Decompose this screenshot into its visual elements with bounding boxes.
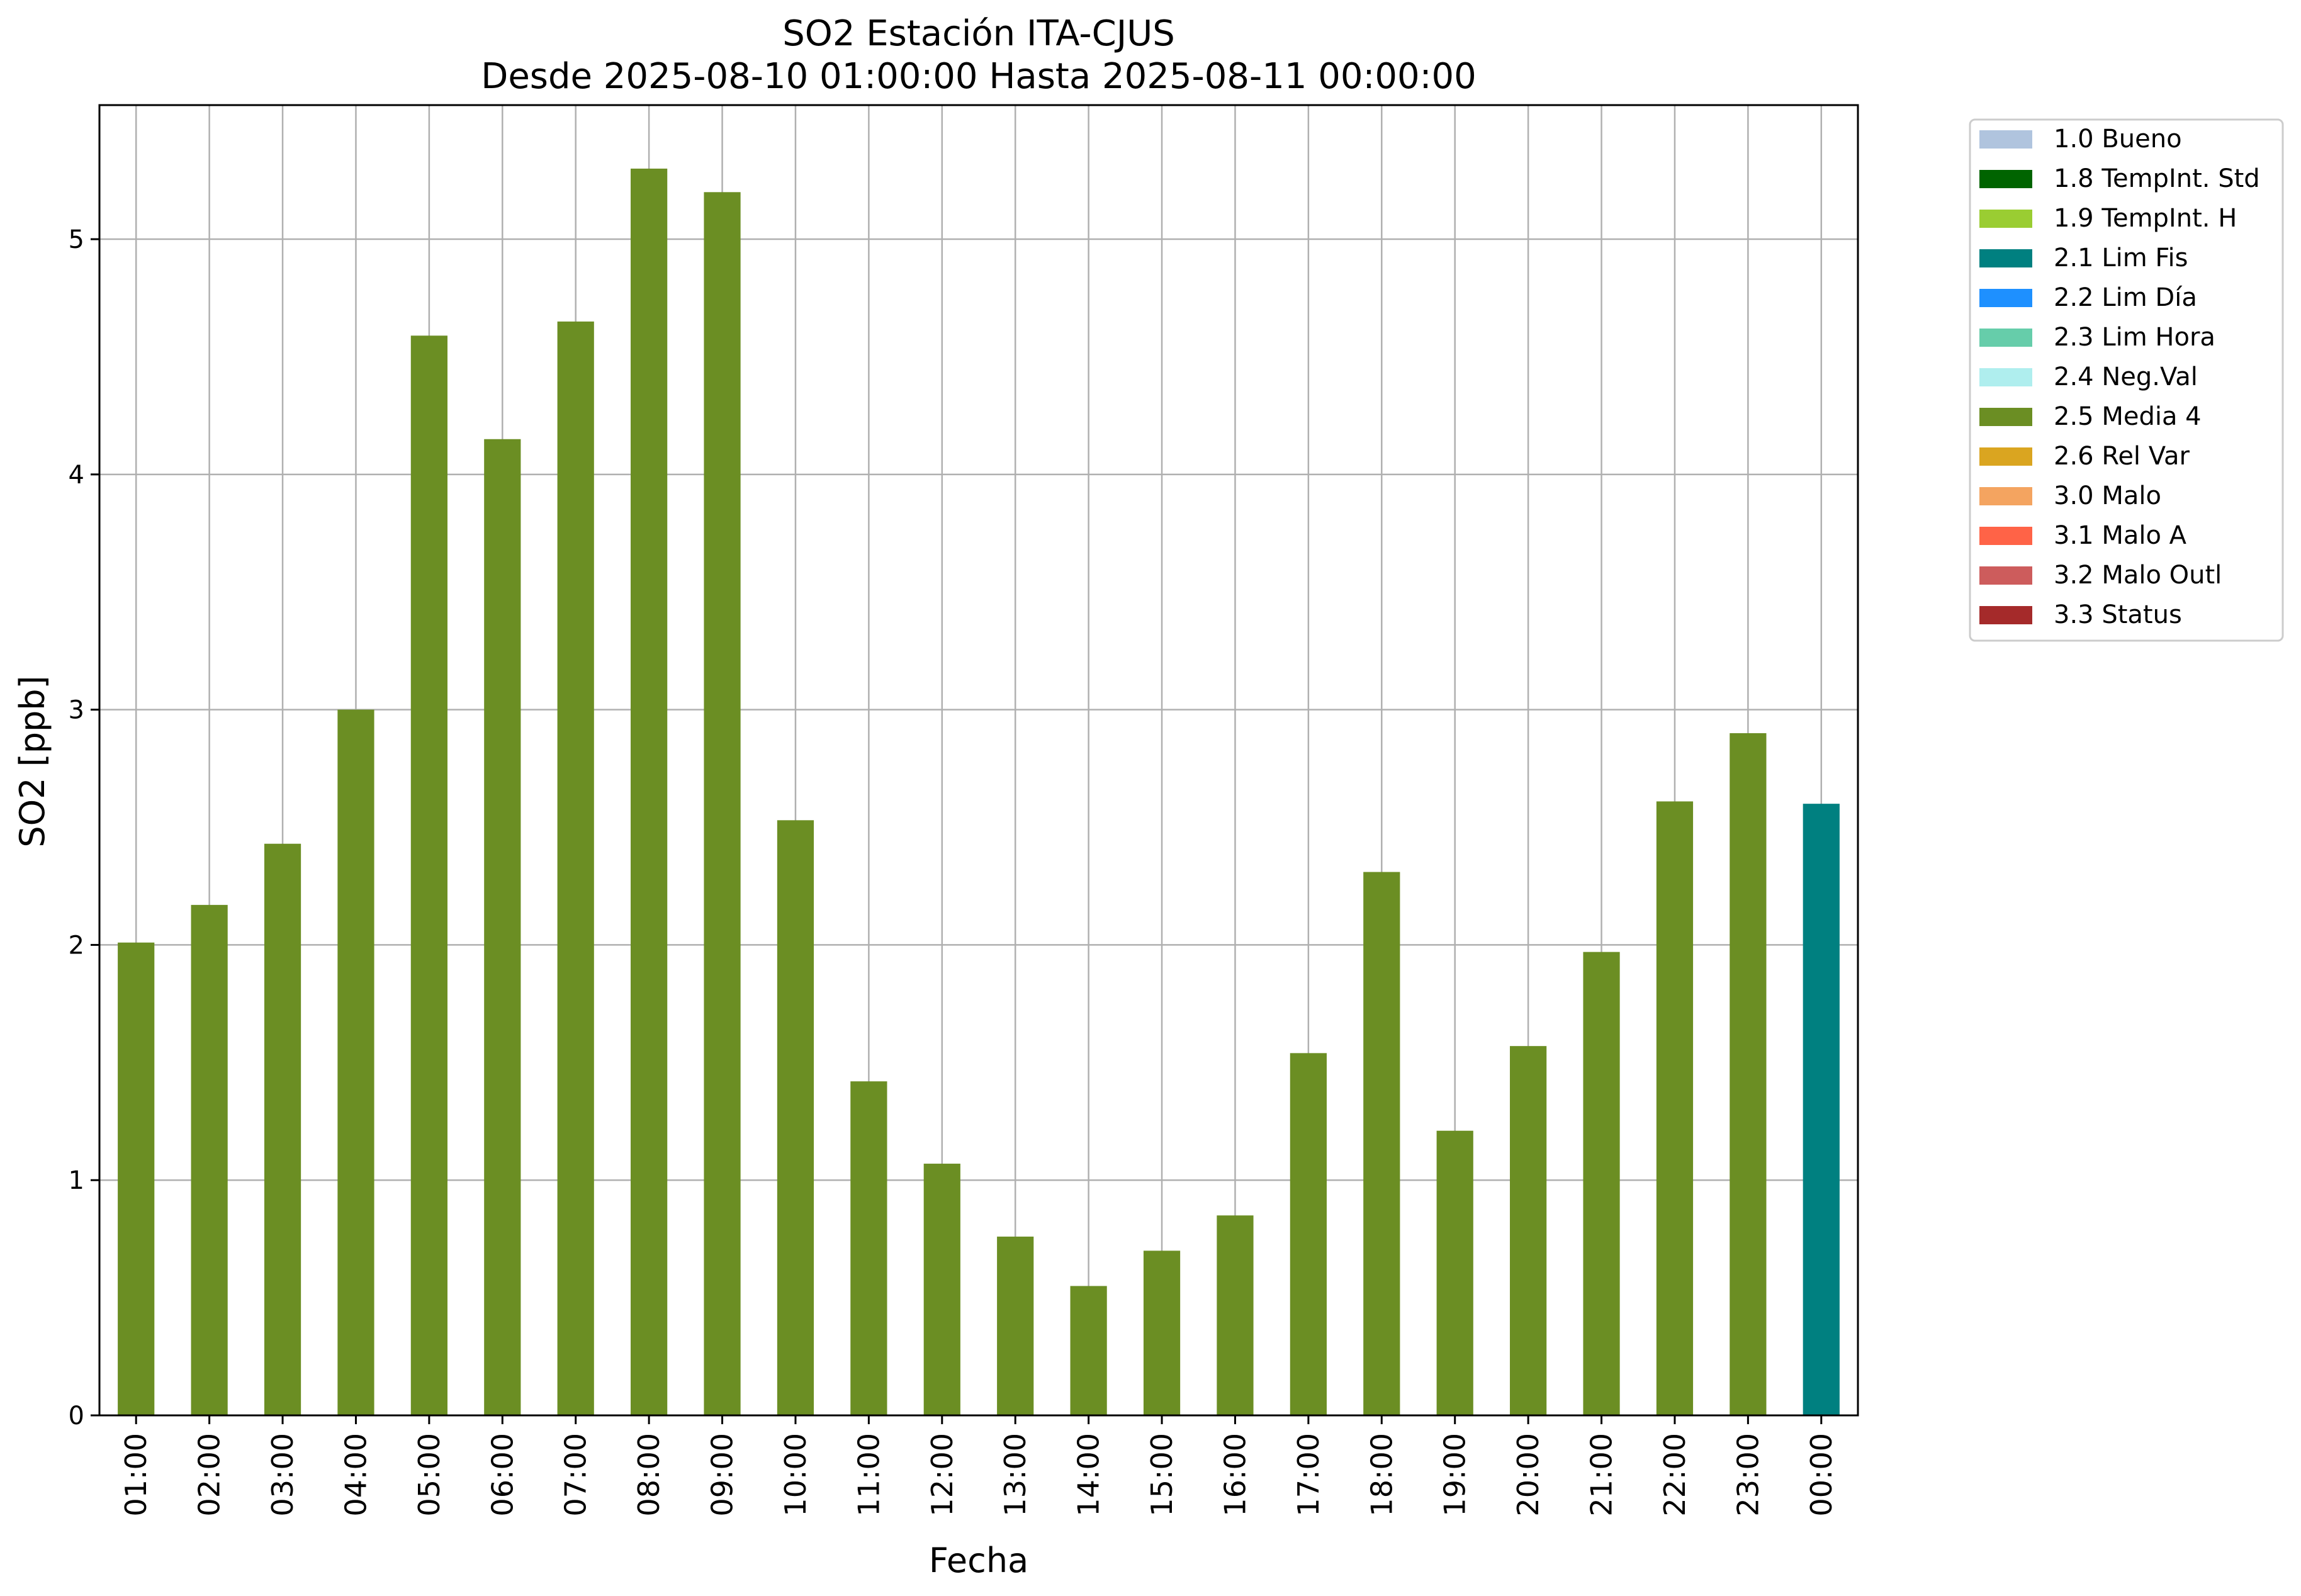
legend-label: 3.0 Malo [2054, 481, 2161, 510]
y-tick-label: 0 [69, 1402, 84, 1430]
x-tick-label: 22:00 [1658, 1433, 1692, 1517]
legend-label: 2.1 Lim Fis [2054, 244, 2188, 273]
bar [118, 942, 155, 1415]
bar [1217, 1215, 1254, 1415]
legend-label: 2.4 Neg.Val [2054, 362, 2198, 391]
bar [704, 192, 741, 1415]
x-tick-label: 08:00 [632, 1433, 666, 1517]
legend-label: 1.0 Bueno [2054, 125, 2182, 154]
legend-label: 2.6 Rel Var [2054, 442, 2190, 471]
bar [1656, 801, 1694, 1415]
legend-swatch [1979, 170, 2032, 188]
x-tick-label: 11:00 [852, 1433, 886, 1517]
bar [997, 1236, 1034, 1415]
x-tick-label: 10:00 [779, 1433, 813, 1517]
bar [777, 820, 814, 1415]
legend-items: 1.0 Bueno 1.8 TempInt. Std 1.9 TempInt. H 2… [1979, 125, 2260, 629]
x-tick-label: 01:00 [119, 1433, 153, 1517]
legend-label: 1.9 TempInt. H [2054, 204, 2237, 233]
plot-frame [98, 104, 1859, 1417]
legend-swatch [1979, 606, 2032, 624]
bars [118, 168, 1840, 1415]
bar [557, 321, 594, 1415]
x-tick-label: 07:00 [559, 1433, 593, 1517]
y-tick-label: 5 [69, 225, 84, 254]
legend-swatch [1979, 368, 2032, 386]
x-tick-label: 05:00 [412, 1433, 446, 1517]
y-axis-label: SO2 [ppb] [13, 675, 52, 847]
x-tick-label: 19:00 [1438, 1433, 1472, 1517]
legend-swatch [1979, 329, 2032, 347]
legend-swatch [1979, 289, 2032, 307]
legend-swatch [1979, 249, 2032, 267]
x-tick-label: 03:00 [266, 1433, 300, 1517]
chart-subtitle: Desde 2025-08-10 01:00:00 Hasta 2025-08-… [481, 56, 1477, 97]
bar [1583, 952, 1620, 1415]
legend-swatch [1979, 447, 2032, 466]
x-tick-label: 15:00 [1145, 1433, 1179, 1517]
bar [1290, 1053, 1327, 1415]
y-tick-label: 3 [69, 696, 84, 725]
legend: 1.0 Bueno 1.8 TempInt. Std 1.9 TempInt. H 2… [1969, 118, 2284, 642]
legend-label: 3.2 Malo Outl [2054, 561, 2222, 590]
x-tick-label: 18:00 [1364, 1433, 1398, 1517]
legend-label: 1.8 TempInt. Std [2054, 164, 2260, 193]
bar [1143, 1250, 1181, 1415]
legend-box [1969, 118, 2284, 642]
x-tick-label: 00:00 [1804, 1433, 1838, 1517]
legend-label: 2.2 Lim Día [2054, 283, 2197, 312]
bar [264, 843, 301, 1415]
bar [1510, 1046, 1547, 1415]
bar [631, 168, 668, 1415]
legend-swatch [1979, 130, 2032, 149]
x-tick-label: 04:00 [339, 1433, 373, 1517]
legend-label: 2.5 Media 4 [2054, 402, 2202, 431]
legend-swatch [1979, 527, 2032, 545]
bar [191, 904, 228, 1415]
legend-swatch [1979, 566, 2032, 585]
y-tick-label: 1 [69, 1166, 84, 1195]
bar [923, 1164, 960, 1415]
y-tick-label: 2 [69, 931, 84, 960]
legend-label: 3.3 Status [2054, 600, 2182, 629]
legend-label: 2.3 Lim Hora [2054, 323, 2215, 352]
bar [1436, 1130, 1473, 1415]
y-tick-label: 4 [69, 461, 84, 490]
bar [337, 709, 374, 1415]
bar [1730, 733, 1767, 1415]
x-axis-label: Fecha [929, 1541, 1028, 1580]
bar [484, 439, 521, 1415]
y-ticks: 0 1 2 3 4 5 [69, 225, 99, 1430]
bar [410, 335, 447, 1415]
legend-swatch [1979, 408, 2032, 426]
x-tick-label: 06:00 [485, 1433, 519, 1517]
x-tick-label: 23:00 [1731, 1433, 1765, 1517]
x-tick-label: 17:00 [1291, 1433, 1325, 1517]
x-tick-label: 16:00 [1218, 1433, 1252, 1517]
x-tick-label: 09:00 [706, 1433, 740, 1517]
legend-swatch [1979, 210, 2032, 228]
x-ticks: 01:00 02:00 03:00 04:00 05:00 06:00 07:00 08:00… [119, 1415, 1838, 1517]
legend-label: 3.1 Malo A [2054, 521, 2187, 550]
bar [850, 1081, 887, 1415]
x-tick-label: 02:00 [193, 1433, 227, 1517]
x-tick-label: 13:00 [998, 1433, 1032, 1517]
x-tick-label: 21:00 [1585, 1433, 1619, 1517]
x-tick-label: 20:00 [1511, 1433, 1545, 1517]
bar [1363, 872, 1400, 1415]
chart-title: SO2 Estación ITA-CJUS [782, 13, 1175, 54]
legend-swatch [1979, 487, 2032, 505]
bar [1070, 1286, 1107, 1415]
bar [1803, 804, 1840, 1415]
x-tick-label: 14:00 [1072, 1433, 1106, 1517]
x-tick-label: 12:00 [925, 1433, 959, 1517]
